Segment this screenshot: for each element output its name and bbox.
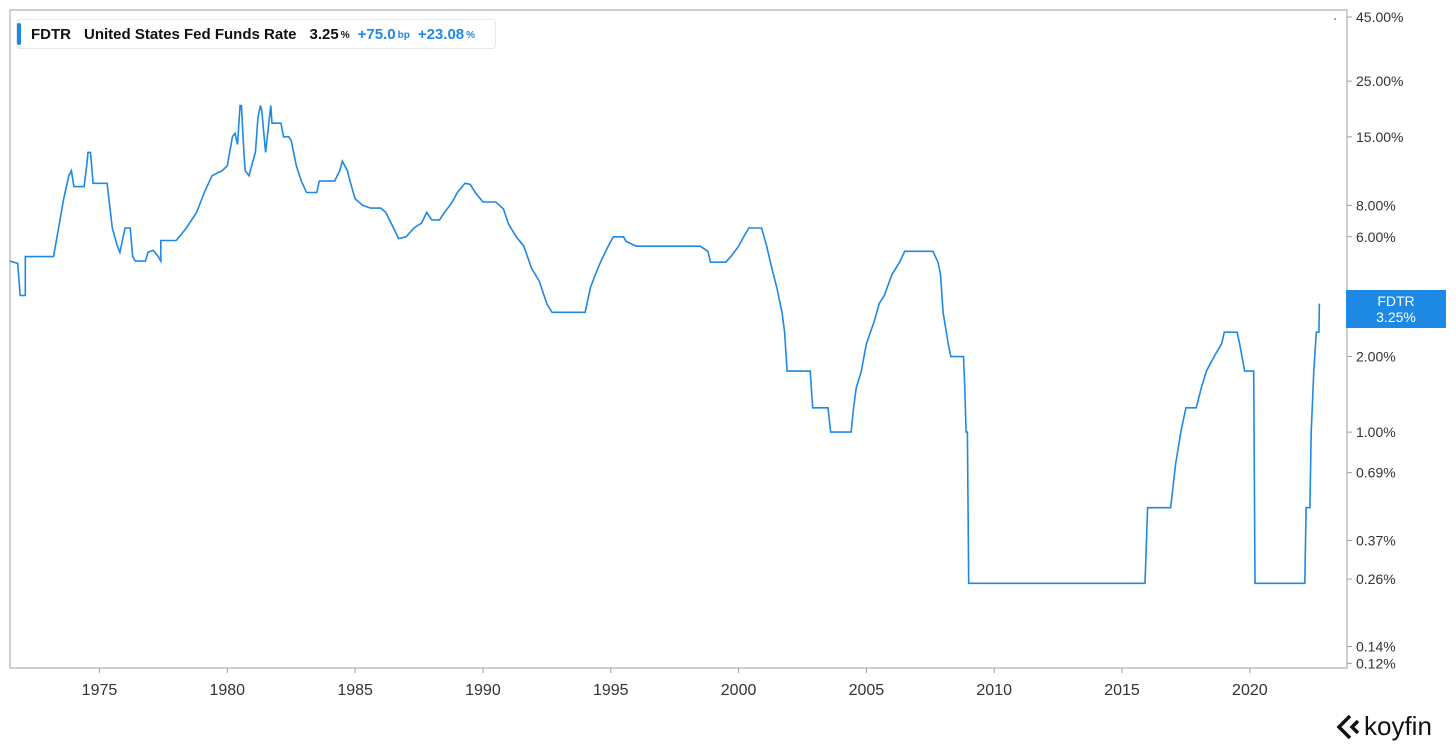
x-axis: 1975 1980 1985 1990 1995 2000 2005 2010 2015 2020 xyxy=(82,668,1268,699)
y-tick-label: 0.14% xyxy=(1356,639,1396,655)
series-line-fdtr[interactable] xyxy=(9,104,1321,585)
brand-name: koyfin xyxy=(1364,711,1432,741)
badge-ticker: FDTR xyxy=(1377,293,1415,309)
legend-ticker: FDTR xyxy=(31,25,71,43)
corner-dot xyxy=(1334,18,1336,20)
x-tick-label: 2020 xyxy=(1232,682,1268,699)
y-tick-label: 0.26% xyxy=(1356,571,1396,587)
y-tick-label: 0.12% xyxy=(1356,655,1396,671)
x-tick-label: 2000 xyxy=(721,682,757,699)
legend-change-bp-unit: bp xyxy=(397,30,410,41)
last-value-badge: FDTR 3.25% xyxy=(1346,290,1446,328)
x-tick-label: 1980 xyxy=(209,682,245,699)
y-tick-label: 25.00% xyxy=(1356,73,1403,89)
legend-change-bp: +75.0 xyxy=(357,25,396,43)
x-tick-label: 1975 xyxy=(82,682,118,699)
y-tick-label: 15.00% xyxy=(1356,129,1403,145)
x-tick-label: 1990 xyxy=(465,682,501,699)
y-tick-label: 6.00% xyxy=(1356,229,1396,245)
series-color-swatch xyxy=(17,23,21,45)
badge-value: 3.25% xyxy=(1376,309,1416,325)
x-tick-label: 2015 xyxy=(1104,682,1140,699)
legend-value-unit: % xyxy=(340,30,350,41)
chart-legend[interactable]: FDTR United States Fed Funds Rate 3.25 %… xyxy=(16,19,497,49)
y-tick-label: 2.00% xyxy=(1356,349,1396,365)
koyfin-logo-icon xyxy=(1336,714,1360,739)
y-axis: 45.00%25.00%15.00%8.00%6.00%3.00%2.00%1.… xyxy=(1347,9,1403,671)
y-tick-label: 0.37% xyxy=(1356,533,1396,549)
y-tick-label: 45.00% xyxy=(1356,9,1403,25)
y-tick-label: 1.00% xyxy=(1356,424,1396,440)
x-tick-label: 2010 xyxy=(976,682,1012,699)
koyfin-brand[interactable]: koyfin xyxy=(1334,711,1432,742)
legend-series-name: United States Fed Funds Rate xyxy=(84,25,297,43)
legend-change-pct-unit: % xyxy=(466,30,476,41)
plot-frame xyxy=(9,9,1348,669)
y-tick-label: 8.00% xyxy=(1356,197,1396,213)
x-tick-label: 2005 xyxy=(849,682,885,699)
legend-change-pct: +23.08 xyxy=(417,25,465,43)
y-tick-label: 0.69% xyxy=(1356,465,1396,481)
x-tick-label: 1995 xyxy=(593,682,629,699)
x-tick-label: 1985 xyxy=(337,682,373,699)
legend-value: 3.25 xyxy=(309,25,339,43)
